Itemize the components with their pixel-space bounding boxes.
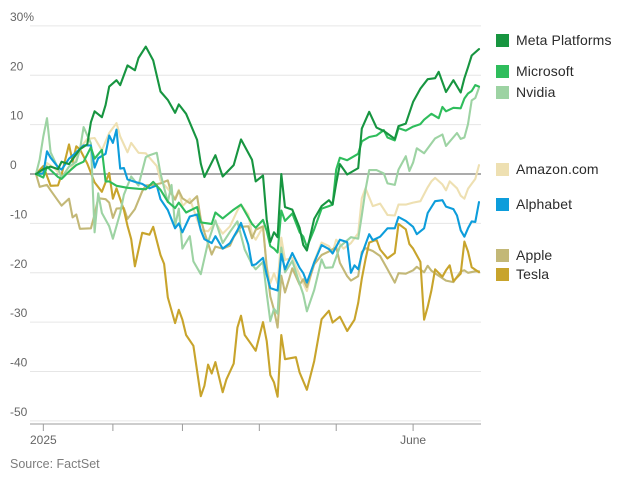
legend-label: Tesla — [516, 266, 550, 282]
y-axis-tick-label: -40 — [10, 356, 28, 370]
legend-label: Apple — [516, 247, 553, 263]
legend-item-apple: Apple — [496, 248, 552, 263]
alphabet-swatch-icon — [496, 198, 509, 211]
legend-item-meta: Meta Platforms — [496, 33, 612, 48]
nvidia-swatch-icon — [496, 86, 509, 99]
series-line-amazon-com — [34, 122, 481, 293]
legend-label: Amazon.com — [516, 161, 599, 177]
y-axis-tick-label: 30% — [10, 10, 34, 24]
y-axis-tick-label: 10 — [10, 109, 24, 123]
meta-swatch-icon — [496, 34, 509, 47]
x-axis-tick-label: June — [400, 433, 426, 447]
series-line-microsoft — [34, 84, 481, 254]
y-axis-tick-label: -10 — [10, 207, 28, 221]
series-line-alphabet — [34, 128, 481, 292]
series-line-nvidia — [34, 86, 481, 323]
source-caption: Source: FactSet — [10, 457, 100, 471]
series-line-tesla — [34, 143, 481, 398]
legend-label: Nvidia — [516, 84, 556, 100]
legend-label: Meta Platforms — [516, 32, 612, 48]
y-axis-tick-label: -50 — [10, 405, 28, 419]
y-axis-tick-label: 20 — [10, 59, 24, 73]
legend-item-alphabet: Alphabet — [496, 197, 572, 212]
y-axis-tick-label: 0 — [10, 158, 17, 172]
y-axis-tick-label: -30 — [10, 306, 28, 320]
microsoft-swatch-icon — [496, 65, 509, 78]
legend-item-nvidia: Nvidia — [496, 85, 556, 100]
x-axis-tick-label: 2025 — [30, 433, 57, 447]
legend-item-microsoft: Microsoft — [496, 64, 574, 79]
legend-label: Microsoft — [516, 63, 574, 79]
tesla-swatch-icon — [496, 268, 509, 281]
series-line-apple — [34, 172, 481, 329]
apple-swatch-icon — [496, 249, 509, 262]
y-axis-tick-label: -20 — [10, 257, 28, 271]
series-line-meta-platforms — [34, 45, 481, 252]
legend-item-tesla: Tesla — [496, 267, 549, 282]
legend-item-amazon: Amazon.com — [496, 162, 599, 177]
legend-label: Alphabet — [516, 196, 573, 212]
amazon-swatch-icon — [496, 163, 509, 176]
